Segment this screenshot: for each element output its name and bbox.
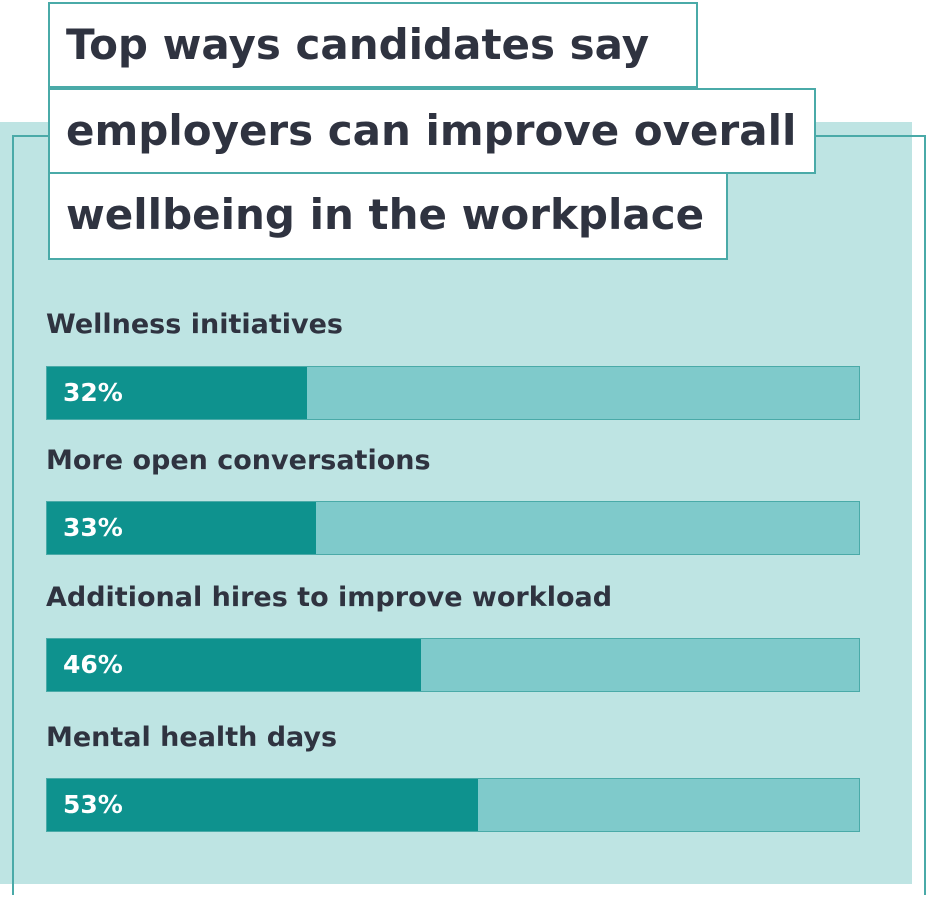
bar-track: 32% xyxy=(46,366,860,420)
bar xyxy=(47,502,316,554)
bar xyxy=(47,639,422,691)
chart-title-line-1: Top ways candidates say xyxy=(48,2,698,88)
bar-value-label: 33% xyxy=(63,513,123,542)
bar xyxy=(47,367,308,419)
bar-value-label: 46% xyxy=(63,650,123,679)
bar-value-label: 53% xyxy=(63,790,123,819)
category-label: Additional hires to improve workload xyxy=(46,582,613,613)
category-label: Mental health days xyxy=(46,722,338,753)
chart-title-line-2: employers can improve overall xyxy=(48,88,816,174)
bar-track: 53% xyxy=(46,778,860,832)
bar xyxy=(47,779,479,831)
category-label: More open conversations xyxy=(46,445,431,476)
chart-title-line-3: wellbeing in the workplace xyxy=(48,172,728,260)
category-label: Wellness initiatives xyxy=(46,309,343,340)
bar-value-label: 32% xyxy=(63,378,123,407)
bar-track: 46% xyxy=(46,638,860,692)
bar-track: 33% xyxy=(46,501,860,555)
